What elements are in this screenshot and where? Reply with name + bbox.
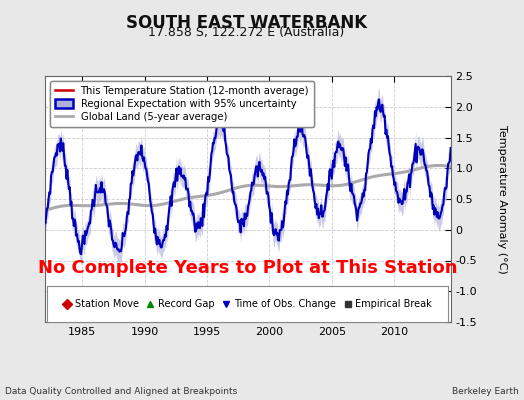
Text: Berkeley Earth: Berkeley Earth bbox=[452, 387, 519, 396]
Text: No Complete Years to Plot at This Station: No Complete Years to Plot at This Statio… bbox=[38, 259, 457, 277]
Text: SOUTH EAST WATERBANK: SOUTH EAST WATERBANK bbox=[126, 14, 367, 32]
Y-axis label: Temperature Anomaly (°C): Temperature Anomaly (°C) bbox=[497, 125, 507, 273]
Text: 17.858 S, 122.272 E (Australia): 17.858 S, 122.272 E (Australia) bbox=[148, 26, 344, 39]
Text: Data Quality Controlled and Aligned at Breakpoints: Data Quality Controlled and Aligned at B… bbox=[5, 387, 237, 396]
Legend: This Temperature Station (12-month average), Regional Expectation with 95% uncer: This Temperature Station (12-month avera… bbox=[50, 81, 314, 127]
Legend: Station Move, Record Gap, Time of Obs. Change, Empirical Break: Station Move, Record Gap, Time of Obs. C… bbox=[60, 296, 435, 312]
